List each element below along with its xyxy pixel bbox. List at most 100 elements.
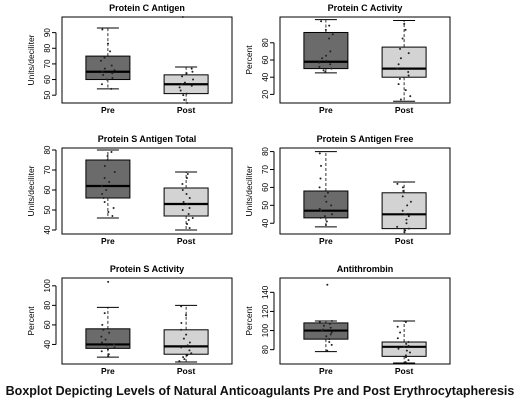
chart-panel: Protein S Antigen Free Units/deciliter 40 5… xyxy=(244,134,451,246)
pre-box xyxy=(85,55,131,81)
chart-panel: Antithrombin Percent 80 100 120 140 Pre Post xyxy=(244,264,451,376)
data-point xyxy=(404,356,407,359)
x-tick-label: Post xyxy=(395,105,414,115)
data-point xyxy=(106,348,109,351)
data-point xyxy=(409,200,412,203)
data-point xyxy=(324,195,327,198)
data-point xyxy=(104,338,107,341)
data-point xyxy=(103,67,106,70)
y-tick-label: 40 xyxy=(261,72,270,81)
y-tick-label: 50 xyxy=(43,205,52,214)
data-point xyxy=(107,355,110,358)
data-point xyxy=(328,24,331,27)
data-point xyxy=(181,75,184,78)
data-point xyxy=(185,72,188,75)
chart-panel: Protein C Antigen Units/deciliter 50 60 70 80… xyxy=(26,3,233,115)
y-tick-label: 70 xyxy=(43,59,52,68)
data-point xyxy=(186,173,189,175)
data-point xyxy=(181,209,184,211)
post-box xyxy=(163,187,209,217)
data-point xyxy=(103,56,106,59)
data-point xyxy=(186,344,189,347)
plot-frame xyxy=(61,16,233,104)
data-point xyxy=(407,71,410,74)
y-tick-label: 80 xyxy=(261,38,270,47)
y-tick-label: 80 xyxy=(261,147,270,156)
x-tick-label: Post xyxy=(395,366,414,376)
y-tick-label: 40 xyxy=(43,339,52,348)
data-point xyxy=(331,33,334,36)
plot-frame xyxy=(279,16,451,104)
data-point xyxy=(105,78,108,81)
y-axis-label: Units/deciliter xyxy=(244,165,254,216)
plot-frame xyxy=(279,277,451,365)
data-point xyxy=(318,61,321,64)
data-point xyxy=(191,70,194,73)
data-point xyxy=(407,52,410,55)
data-point xyxy=(186,102,189,104)
data-point xyxy=(407,344,410,347)
data-point xyxy=(319,209,322,212)
data-point xyxy=(182,201,185,203)
data-point xyxy=(101,323,104,326)
data-point xyxy=(396,225,399,228)
y-tick-label: 120 xyxy=(261,304,270,318)
pre-box xyxy=(303,190,349,219)
data-point xyxy=(180,305,183,308)
data-point xyxy=(401,209,404,212)
data-point xyxy=(185,92,188,95)
data-point xyxy=(319,216,322,219)
y-tick-label: 100 xyxy=(261,323,270,337)
data-point xyxy=(397,347,400,350)
data-point xyxy=(100,350,103,353)
data-point xyxy=(181,183,184,185)
data-point xyxy=(328,37,331,40)
data-point xyxy=(188,207,191,209)
data-point xyxy=(399,57,402,60)
data-point xyxy=(396,182,399,185)
y-axis-label: Percent xyxy=(26,306,36,336)
y-axis-label: Percent xyxy=(244,306,254,336)
data-point xyxy=(404,28,407,31)
data-point xyxy=(180,328,183,331)
data-point xyxy=(330,343,333,346)
chart-title: Protein S Antigen Free xyxy=(317,134,414,144)
data-point xyxy=(401,37,404,40)
y-tick-label: 20 xyxy=(261,89,270,98)
data-point xyxy=(187,213,190,215)
data-point xyxy=(108,331,111,334)
x-tick-label: Post xyxy=(177,366,196,376)
data-point xyxy=(109,50,112,53)
x-tick-label: Pre xyxy=(319,366,333,376)
data-point xyxy=(103,312,106,315)
data-point xyxy=(102,328,105,331)
chart-title: Protein S Antigen Total xyxy=(98,134,197,144)
data-point xyxy=(326,191,329,194)
data-point xyxy=(110,87,113,90)
y-tick-label: 90 xyxy=(43,28,52,37)
data-point xyxy=(320,164,323,167)
y-tick-label: 70 xyxy=(43,165,52,174)
y-tick-label: 60 xyxy=(261,55,270,64)
data-point xyxy=(407,341,410,344)
data-point xyxy=(190,352,193,355)
data-point xyxy=(401,195,404,198)
data-point xyxy=(106,155,109,157)
data-point xyxy=(407,74,410,77)
x-tick-label: Post xyxy=(177,105,196,115)
data-point xyxy=(318,207,321,210)
data-point xyxy=(324,224,327,227)
data-point xyxy=(407,227,410,230)
data-point xyxy=(407,359,410,362)
data-point xyxy=(101,193,104,195)
figure-caption: Boxplot Depicting Levels of Natural Anti… xyxy=(5,384,515,398)
data-point xyxy=(328,338,331,341)
y-tick-label: 70 xyxy=(261,165,270,174)
data-point xyxy=(403,231,406,234)
data-point xyxy=(107,211,110,213)
data-point xyxy=(105,344,108,347)
data-point xyxy=(103,165,106,167)
data-point xyxy=(191,217,194,219)
x-tick-label: Post xyxy=(395,236,414,246)
chart-panel: Protein S Activity Percent 40 60 80 100 Pre Pos… xyxy=(26,264,233,376)
